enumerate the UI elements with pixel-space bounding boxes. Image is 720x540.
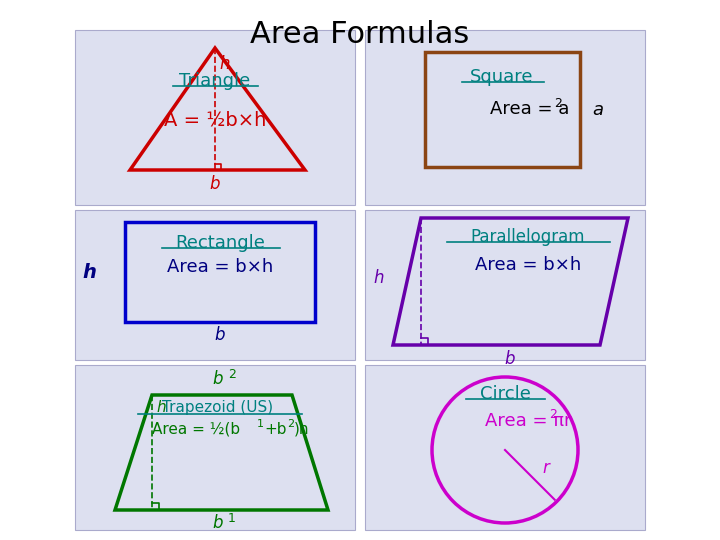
Text: 2: 2 (228, 368, 236, 381)
Text: 1: 1 (228, 512, 236, 525)
Text: 2: 2 (554, 97, 562, 110)
Bar (125, 222, 315, 322)
Text: Area = b×h: Area = b×h (167, 258, 273, 276)
Text: Square: Square (470, 68, 534, 86)
Text: 1: 1 (257, 419, 264, 429)
Text: Rectangle: Rectangle (175, 234, 265, 252)
Text: Area Formulas: Area Formulas (251, 20, 469, 49)
Text: Trapezoid (US): Trapezoid (US) (163, 400, 274, 415)
Text: Area = b×h: Area = b×h (475, 256, 581, 274)
Text: A = ½b×h: A = ½b×h (164, 110, 266, 129)
Bar (365, 210, 645, 360)
Text: h: h (82, 262, 96, 281)
Text: Circle: Circle (480, 385, 531, 403)
Bar (365, 365, 645, 530)
Text: h: h (373, 269, 384, 287)
Text: b: b (212, 370, 223, 388)
Text: +b: +b (264, 422, 287, 437)
Bar (365, 30, 645, 205)
Text: b: b (210, 175, 220, 193)
Text: 2: 2 (549, 408, 557, 421)
Text: r: r (542, 459, 549, 477)
Text: a: a (592, 101, 603, 119)
Text: b: b (212, 514, 223, 532)
Text: Area = a: Area = a (490, 100, 570, 118)
Bar (75, 365, 355, 530)
Bar (425, 52, 580, 167)
Text: 2: 2 (287, 419, 294, 429)
Text: h: h (156, 400, 166, 415)
Text: )h: )h (294, 422, 310, 437)
Text: Parallelogram: Parallelogram (471, 228, 585, 246)
Text: Area = ½(b: Area = ½(b (152, 422, 240, 437)
Bar (75, 210, 355, 360)
Text: Triangle: Triangle (179, 72, 251, 90)
Text: h: h (219, 55, 230, 73)
Text: b: b (505, 350, 516, 368)
Bar (75, 30, 355, 205)
Text: Area = πr: Area = πr (485, 412, 572, 430)
Text: b: b (215, 326, 225, 344)
